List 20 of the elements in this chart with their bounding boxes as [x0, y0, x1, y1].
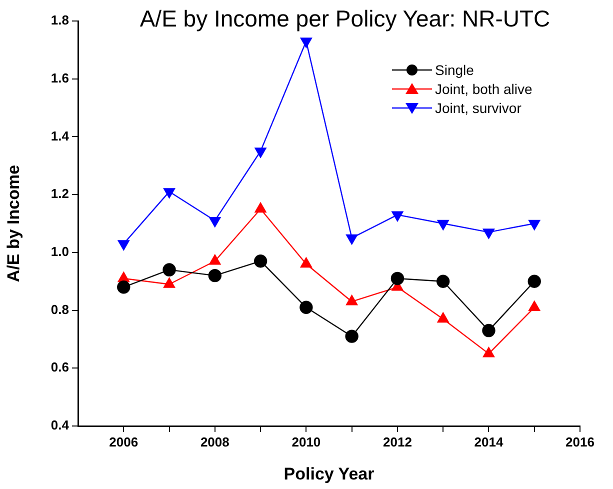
y-tick-label: 0.4: [50, 418, 70, 433]
x-tick-label: 2008: [200, 434, 230, 450]
y-tick-label: 1.0: [50, 244, 69, 260]
y-tick-label: 1.4: [50, 128, 70, 144]
x-tick-label: 2012: [382, 434, 412, 450]
y-tick-label: 1.2: [50, 186, 69, 202]
y-tick-label: 0.8: [50, 302, 69, 317]
x-tick-label: 2006: [109, 434, 138, 450]
x-tick-label: 2014: [474, 434, 504, 450]
x-tick-label: 2016: [566, 434, 594, 450]
y-axis-title: A/E by Income: [4, 164, 23, 282]
legend-label: Joint, survivor: [435, 100, 522, 116]
x-tick-label: 2010: [292, 434, 321, 450]
chart-title: A/E by Income per Policy Year: NR-UTC: [140, 5, 550, 32]
y-tick-label: 1.8: [50, 12, 69, 28]
y-tick-label: 1.6: [50, 70, 69, 86]
legend-label: Single: [435, 62, 474, 78]
y-tick-label: 0.6: [50, 360, 69, 375]
legend-label: Joint, both alive: [435, 80, 532, 96]
x-axis-title: Policy Year: [284, 464, 375, 484]
